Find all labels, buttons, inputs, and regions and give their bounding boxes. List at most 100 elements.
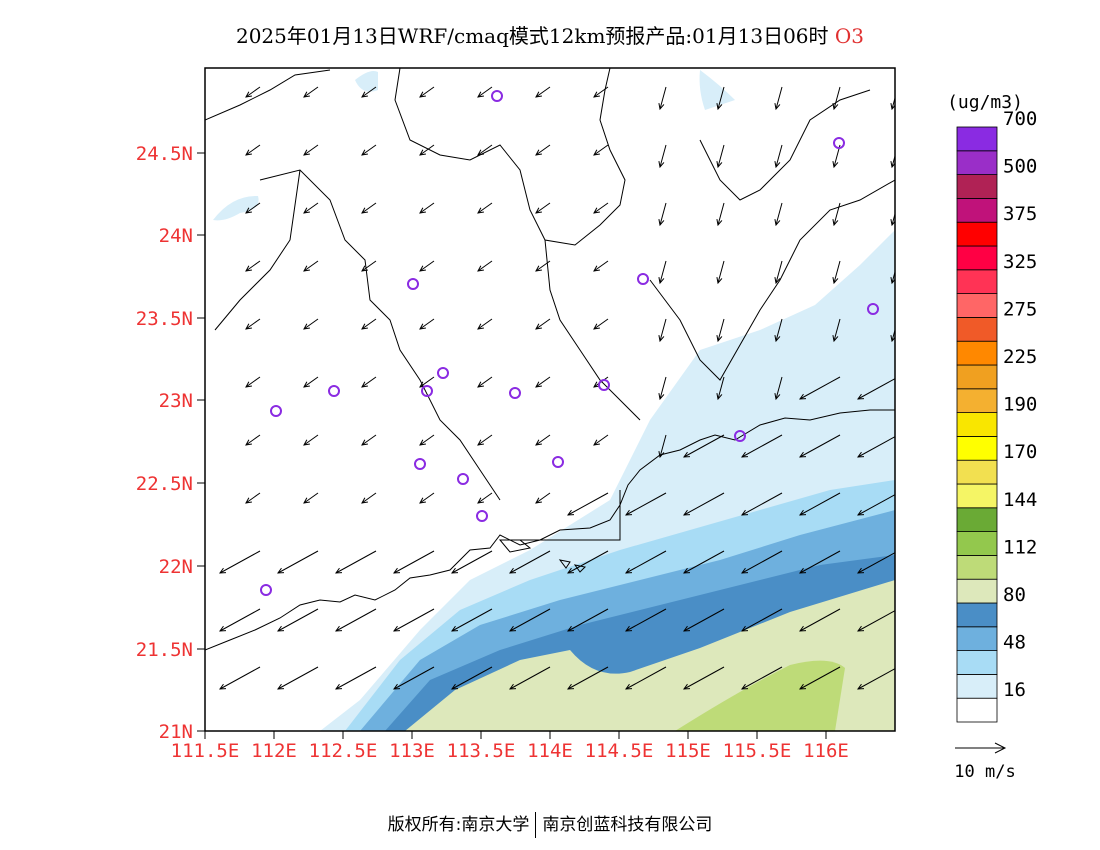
wind-arrow (891, 212, 895, 226)
wind-arrowhead (716, 335, 723, 343)
wind-arrowhead (832, 335, 839, 343)
wind-arrowhead (361, 149, 368, 156)
wind-arrow (833, 86, 841, 110)
wind-arrowhead (477, 149, 484, 156)
wind-arrowhead (245, 149, 252, 156)
wind-arrowhead (832, 277, 839, 285)
wind-arrow (477, 144, 493, 156)
wind-arrowhead (593, 265, 600, 272)
wind-arrowhead (303, 149, 310, 156)
wind-arrowhead (658, 335, 665, 343)
wind-arrowhead (593, 149, 600, 156)
wind-arrowhead (740, 509, 749, 516)
lat-label: 24N (159, 225, 193, 247)
wind-arrowhead (303, 497, 310, 504)
legend-swatch (956, 245, 998, 271)
wind-arrowhead (508, 683, 517, 690)
wind-arrowhead (477, 381, 484, 388)
wind-arrow (891, 270, 895, 284)
wind-arrowhead (361, 381, 368, 388)
station-marker (598, 379, 610, 391)
wind-arrow (799, 376, 841, 400)
wind-arrow (857, 436, 895, 458)
wind-arrowhead (303, 439, 310, 446)
footer-right: 南京创蓝科技有限公司 (542, 815, 713, 835)
wind-arrow (659, 202, 667, 226)
wind-arrowhead (593, 91, 600, 98)
legend-label: 170 (1003, 441, 1037, 463)
fill-top-light-b (699, 70, 735, 110)
lon-label: 112.5E (309, 740, 378, 762)
wind-arrowhead (535, 207, 542, 214)
wind-arrow (361, 144, 377, 156)
vector-scale: 10 m/s (954, 742, 1016, 782)
wind-arrow (361, 492, 377, 504)
wind-arrowhead (593, 439, 600, 446)
wind-arrowhead (276, 567, 285, 574)
wind-arrow (593, 434, 609, 446)
station-marker (437, 367, 449, 379)
wind-vectors (218, 86, 895, 690)
wind-arrow (245, 86, 261, 98)
wind-arrow (625, 608, 667, 632)
legend-label: 16 (1003, 679, 1026, 701)
wind-arrow (303, 376, 319, 388)
wind-arrowhead (477, 207, 484, 214)
station-marker (328, 385, 340, 397)
wind-arrowhead (658, 103, 665, 111)
wind-arrow (741, 434, 783, 458)
wind-arrowhead (276, 683, 285, 690)
wind-arrowhead (624, 567, 633, 574)
wind-arrow (891, 328, 895, 342)
wind-arrow (593, 202, 609, 214)
wind-arrowhead (716, 393, 723, 401)
wind-arrow (509, 608, 551, 632)
wind-arrow (833, 260, 841, 284)
wind-arrow (361, 376, 377, 388)
wind-arrowhead (740, 683, 749, 690)
legend-label: 48 (1003, 632, 1026, 654)
legend-swatch (956, 340, 998, 366)
lon-label: 115E (665, 740, 711, 762)
wind-arrow (683, 550, 725, 574)
wind-arrow (625, 666, 667, 690)
wind-arrowhead (508, 567, 517, 574)
legend-swatch (956, 626, 998, 651)
station-marker (734, 430, 746, 442)
wind-arrow (451, 550, 493, 574)
wind-arrow (219, 550, 261, 574)
wind-arrow (419, 318, 435, 330)
legend-label: 144 (1003, 489, 1037, 511)
legend-label: 700 (1003, 108, 1037, 130)
wind-arrowhead (245, 439, 252, 446)
wind-arrow (419, 376, 435, 388)
wind-arrow (393, 608, 435, 632)
wind-arrow (799, 666, 841, 690)
legend-swatch (956, 483, 998, 509)
wind-arrow (477, 86, 493, 98)
wind-arrowhead (303, 381, 310, 388)
footer-left: 版权所有:南京大学 (387, 815, 530, 835)
wind-arrowhead (774, 161, 781, 169)
lat-label: 23N (159, 390, 193, 412)
wind-arrowhead (658, 451, 665, 459)
wind-arrow (659, 318, 667, 342)
wind-arrowhead (303, 207, 310, 214)
wind-arrow (277, 666, 319, 690)
wind-arrowhead (334, 625, 343, 632)
wind-arrowhead (392, 683, 401, 690)
lon-label: 116E (803, 740, 849, 762)
wind-arrowhead (832, 103, 839, 111)
wind-arrow (891, 154, 895, 168)
wind-arrow (535, 376, 551, 388)
wind-arrow (775, 202, 783, 226)
wind-arrow (683, 666, 725, 690)
wind-arrow (419, 260, 435, 272)
wind-arrow (593, 86, 609, 98)
wind-arrow (535, 434, 551, 446)
wind-arrowhead (566, 683, 575, 690)
wind-arrow (419, 86, 435, 98)
legend-swatch (956, 221, 998, 247)
lat-label: 22.5N (136, 473, 193, 495)
wind-arrowhead (658, 219, 665, 227)
